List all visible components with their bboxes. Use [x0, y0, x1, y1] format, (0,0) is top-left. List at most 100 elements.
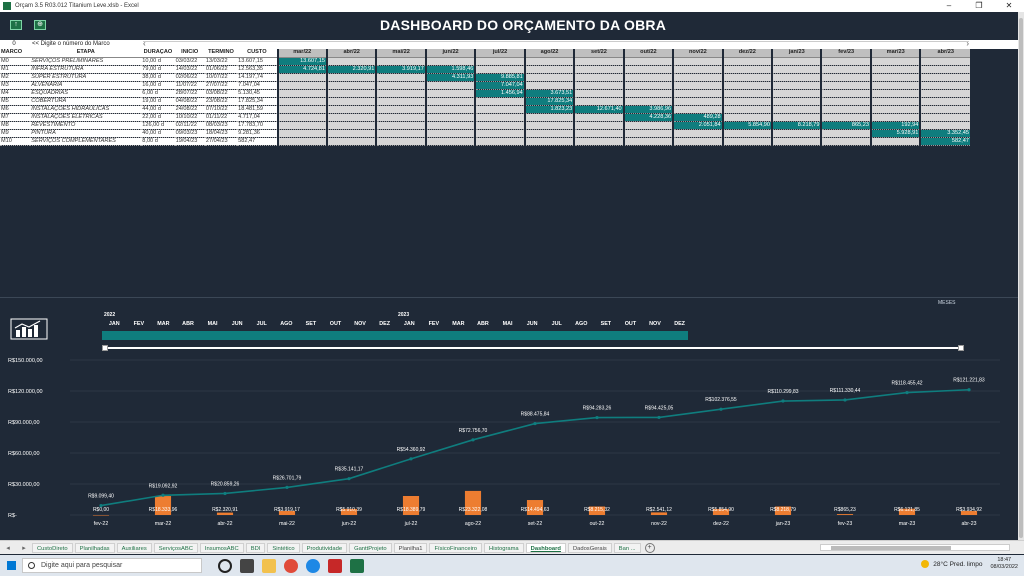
gantt-cell[interactable] [672, 81, 723, 90]
timeline-month[interactable]: JUN [231, 321, 243, 327]
gantt-cell[interactable] [573, 121, 624, 130]
row-duracao[interactable]: 22,00 d [141, 113, 175, 122]
gantt-cell[interactable]: 17.825,34 [523, 97, 575, 106]
gantt-cell[interactable] [375, 89, 426, 98]
gantt-cell[interactable] [276, 73, 327, 82]
horizontal-scrollbar[interactable] [820, 544, 1010, 551]
gantt-cell[interactable]: 4.724,81 [276, 65, 327, 74]
gantt-cell[interactable] [622, 73, 674, 82]
gantt-cell[interactable] [375, 57, 426, 66]
row-custo[interactable]: 5.130,45 [237, 89, 278, 98]
gantt-cell[interactable] [672, 97, 723, 106]
gantt-cell[interactable] [919, 89, 970, 98]
gantt-cell[interactable] [276, 105, 327, 114]
gantt-cell[interactable] [820, 113, 871, 122]
row-termino[interactable]: 23/08/22 [204, 97, 238, 106]
timeline-handle-left[interactable] [102, 345, 108, 351]
gantt-cell[interactable]: 3.919,17 [375, 65, 426, 74]
gantt-cell[interactable] [276, 129, 327, 138]
row-etapa[interactable]: ESQUADRIAS [30, 89, 142, 98]
row-marco[interactable]: M8 [0, 121, 31, 130]
gantt-cell[interactable] [622, 89, 674, 98]
gantt-cell[interactable] [869, 137, 921, 146]
gantt-cell[interactable] [672, 137, 723, 146]
gantt-cell[interactable] [424, 113, 476, 122]
row-etapa[interactable]: ALVENARIA [30, 81, 142, 90]
row-marco[interactable]: M6 [0, 105, 31, 114]
gantt-cell[interactable] [424, 137, 476, 146]
gantt-cell[interactable] [869, 113, 921, 122]
add-sheet-button[interactable]: + [644, 542, 655, 553]
gantt-cell[interactable] [771, 105, 822, 114]
row-inicio[interactable]: 19/04/23 [174, 137, 205, 146]
sheet-tab[interactable]: ServiçosABC [153, 542, 198, 553]
gantt-cell[interactable] [276, 89, 327, 98]
gantt-cell[interactable] [622, 57, 674, 66]
row-marco[interactable]: M5 [0, 97, 31, 106]
row-duracao[interactable]: 16,00 d [141, 81, 175, 90]
gantt-cell[interactable] [869, 73, 921, 82]
taskbar-search[interactable]: Digite aqui para pesquisar [22, 558, 202, 573]
timeline-month[interactable]: AGO [575, 321, 588, 327]
gantt-cell[interactable]: 192,94 [869, 121, 921, 130]
gantt-cell[interactable] [721, 129, 773, 138]
gantt-cell[interactable] [325, 89, 377, 98]
row-duracao[interactable]: 38,00 d [141, 73, 175, 82]
gantt-cell[interactable] [523, 65, 575, 74]
cortana-icon[interactable] [218, 558, 232, 573]
gantt-cell[interactable] [523, 129, 575, 138]
gantt-cell[interactable] [573, 65, 624, 74]
row-duracao[interactable]: 126,00 d [141, 121, 175, 130]
row-inicio[interactable]: 24/08/22 [174, 105, 205, 114]
gantt-cell[interactable] [721, 89, 773, 98]
timeline-month[interactable]: ABR [477, 321, 489, 327]
gantt-cell[interactable]: 9.885,81 [474, 73, 525, 82]
gantt-cell[interactable]: 1.456,94 [474, 89, 525, 98]
gantt-cell[interactable] [375, 113, 426, 122]
gantt-cell[interactable] [820, 89, 871, 98]
sheet-tab[interactable]: BDI [245, 542, 266, 553]
gantt-cell[interactable] [869, 89, 921, 98]
gantt-cell[interactable] [919, 73, 970, 82]
gantt-cell[interactable] [771, 113, 822, 122]
row-marco[interactable]: M4 [0, 89, 31, 98]
gantt-cell[interactable] [523, 81, 575, 90]
file-explorer-icon[interactable] [262, 558, 276, 573]
row-custo[interactable]: 582,47 [237, 137, 278, 146]
gantt-cell[interactable] [325, 129, 377, 138]
gantt-cell[interactable]: 4.228,36 [622, 113, 674, 122]
gantt-cell[interactable] [276, 97, 327, 106]
sheet-tab[interactable]: CustoDireto [32, 542, 73, 553]
gantt-cell[interactable] [474, 129, 525, 138]
row-inicio[interactable]: 28/07/22 [174, 89, 205, 98]
chrome-icon[interactable] [284, 558, 298, 573]
gantt-cell[interactable] [573, 137, 624, 146]
gantt-cell[interactable] [325, 57, 377, 66]
timeline-label[interactable]: MESES [938, 300, 956, 306]
timeline-month[interactable]: AGO [280, 321, 293, 327]
gantt-cell[interactable] [721, 81, 773, 90]
timeline-month[interactable]: OUT [624, 321, 637, 327]
row-custo[interactable]: 9.281,36 [237, 129, 278, 138]
gantt-cell[interactable]: 489,28 [672, 113, 723, 122]
timeline-month[interactable]: DEZ [674, 321, 685, 327]
row-termino[interactable]: 27/07/22 [204, 81, 238, 90]
row-inicio[interactable]: 14/03/22 [174, 65, 205, 74]
gantt-cell[interactable] [820, 129, 871, 138]
start-button[interactable] [0, 555, 22, 576]
row-termino[interactable]: 13/03/22 [204, 57, 238, 66]
gantt-cell[interactable] [573, 57, 624, 66]
gantt-cell[interactable] [276, 137, 327, 146]
sheet-tab[interactable]: FísicoFinanceiro [429, 542, 483, 553]
row-duracao[interactable]: 79,00 d [141, 65, 175, 74]
row-custo[interactable]: 18.481,59 [237, 105, 278, 114]
sheet-tab[interactable]: Auxiliares [116, 542, 152, 553]
month-scrollbar[interactable] [143, 39, 969, 48]
gantt-cell[interactable]: 5.854,90 [721, 121, 773, 130]
sheet-tab[interactable]: DadosGerais [567, 542, 612, 553]
gantt-cell[interactable] [622, 137, 674, 146]
row-marco[interactable]: M9 [0, 129, 31, 138]
timeline-month[interactable]: NOV [354, 321, 366, 327]
gantt-cell[interactable] [919, 97, 970, 106]
gantt-cell[interactable] [622, 65, 674, 74]
